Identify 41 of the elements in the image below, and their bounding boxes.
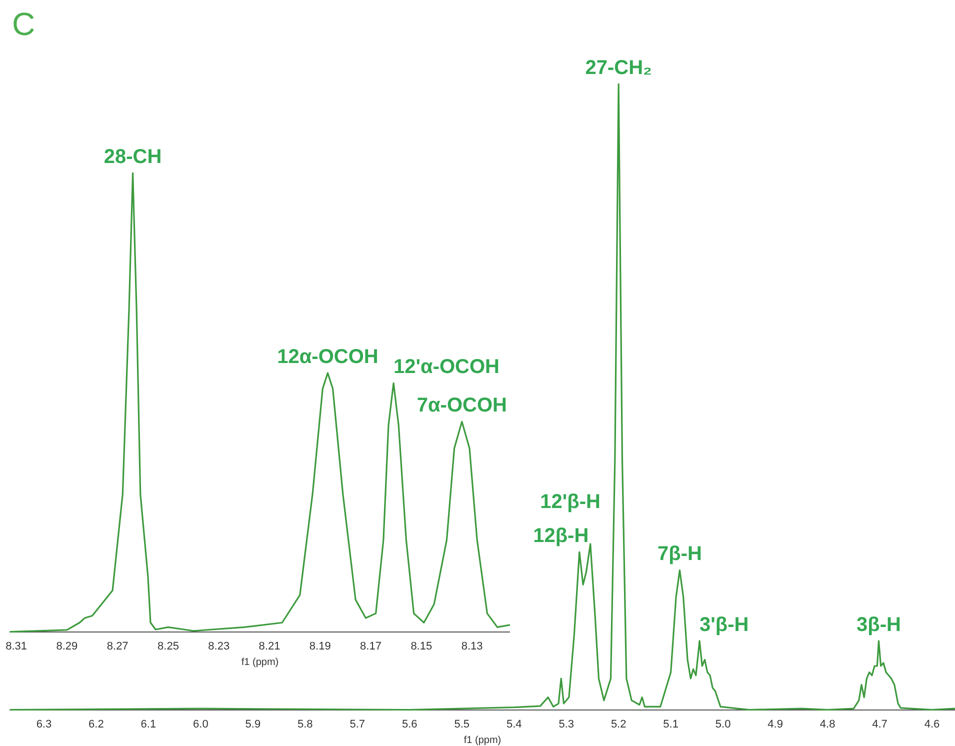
x-tick-label: 5.0 xyxy=(715,718,731,730)
annotation: 3'β-H xyxy=(700,614,749,636)
x-tick-label: 8.17 xyxy=(360,640,382,652)
x-tick-label: 8.21 xyxy=(258,640,280,652)
x-tick-label: 5.1 xyxy=(663,718,678,730)
x-tick-label: 5.9 xyxy=(245,718,261,730)
x-tick-label: 6.0 xyxy=(193,718,208,730)
x-tick-label: 4.8 xyxy=(820,718,836,730)
annotation: 12β-H xyxy=(533,525,589,548)
annotation: 7α-OCOH xyxy=(416,394,507,417)
x-tick-label: 8.13 xyxy=(461,640,483,652)
x-axis-title: f1 (ppm) xyxy=(241,656,279,668)
x-tick-label: 8.25 xyxy=(158,640,179,652)
x-tick-label: 5.4 xyxy=(506,718,522,730)
annotation: 3β-H xyxy=(856,614,901,636)
x-tick-label: 8.23 xyxy=(208,640,230,652)
annotation: 12'α-OCOH xyxy=(394,356,500,378)
x-tick-label: 8.31 xyxy=(6,640,28,652)
x-tick-label: 5.8 xyxy=(298,718,313,730)
x-tick-label: 4.9 xyxy=(768,718,783,730)
x-tick-label: 6.3 xyxy=(36,718,52,730)
annotation: 7β-H xyxy=(657,543,702,566)
annotation: 27-CH₂ xyxy=(585,57,652,79)
x-tick-label: 4.6 xyxy=(924,718,940,730)
x-tick-label: 5.3 xyxy=(558,718,574,730)
x-tick-label: 6.1 xyxy=(140,718,156,730)
annotation: 12α-OCOH xyxy=(277,346,378,368)
x-tick-label: 6.2 xyxy=(88,718,104,730)
x-tick-label: 8.19 xyxy=(309,640,331,652)
x-tick-label: 8.15 xyxy=(410,640,432,652)
x-tick-label: 8.27 xyxy=(106,640,128,652)
x-tick-label: 8.29 xyxy=(56,640,78,652)
chart-title: C xyxy=(12,6,36,43)
x-tick-label: 5.6 xyxy=(402,718,418,730)
annotation: 12'β-H xyxy=(540,490,600,513)
annotation: 28-CH xyxy=(104,146,162,168)
x-tick-label: 5.5 xyxy=(454,718,470,730)
x-tick-label: 4.7 xyxy=(872,718,888,730)
x-tick-label: 5.2 xyxy=(610,718,626,730)
x-tick-label: 5.7 xyxy=(350,718,366,730)
x-axis-title: f1 (ppm) xyxy=(464,734,502,746)
